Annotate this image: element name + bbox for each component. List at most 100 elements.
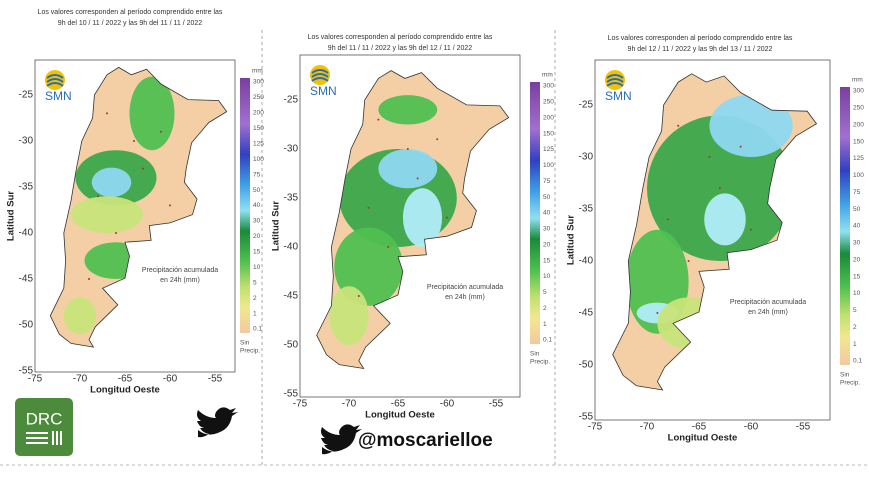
legend-label: 0.1	[253, 326, 262, 333]
station-dot	[416, 177, 419, 180]
legend-label: 20	[543, 241, 551, 248]
legend-label: 250	[543, 99, 554, 106]
lat-tick-label: -35	[19, 182, 34, 193]
legend-bar	[840, 87, 850, 365]
precip-area	[378, 95, 438, 125]
map-panel: Los valores corresponden al período comp…	[566, 35, 865, 444]
station-dot	[142, 167, 144, 170]
legend-label: 5	[853, 307, 857, 314]
precip-area	[329, 286, 369, 345]
station-dot	[367, 206, 370, 209]
legend-label: 50	[853, 206, 861, 213]
lat-tick-label: -55	[19, 366, 34, 377]
lon-tick-label: -60	[163, 374, 178, 385]
lon-tick-label: -70	[342, 399, 357, 410]
lat-tick-label: -25	[284, 95, 299, 106]
handle: @moscarielloe	[358, 430, 493, 451]
legend-label: Sin	[530, 351, 540, 358]
legend-label: 10	[543, 273, 551, 280]
legend-label: 125	[253, 140, 264, 147]
y-axis-title: Latitud Sur	[6, 191, 17, 241]
legend-label: 75	[543, 178, 551, 185]
legend-label: 75	[253, 171, 261, 178]
legend-label: 40	[853, 223, 861, 230]
legend-label: 10	[253, 264, 261, 271]
legend-label: 20	[253, 233, 261, 240]
legend-label: 250	[253, 94, 264, 101]
lat-tick-label: -35	[579, 204, 594, 215]
legend-unit: mm	[542, 72, 553, 79]
station-dot	[377, 118, 380, 121]
legend-label: 20	[853, 256, 861, 263]
lat-tick-label: -45	[19, 274, 34, 285]
precip-area	[129, 76, 175, 151]
logo-text: SMN	[605, 89, 632, 103]
legend-label: Precip.	[530, 359, 550, 366]
station-dot	[739, 145, 742, 148]
lon-tick-label: -65	[118, 374, 133, 385]
lon-tick-label: -60	[440, 399, 455, 410]
lat-tick-label: -40	[579, 256, 594, 267]
precip-area	[402, 188, 443, 248]
precip-area	[71, 196, 143, 234]
header-line: 9h del 12 / 11 / 2022 y las 9h del 13 / …	[628, 46, 773, 53]
legend-label: 30	[543, 226, 551, 233]
x-axis-title: Longitud Oeste	[90, 385, 160, 396]
legend-label: 2	[543, 305, 547, 312]
station-dot	[357, 295, 360, 297]
legend-label: Sin	[240, 340, 250, 347]
y-axis-title: Latitud Sur	[271, 201, 282, 251]
legend-label: 10	[853, 290, 861, 297]
legend-label: 200	[853, 121, 864, 128]
header-line: 9h del 10 / 11 / 2022 y las 9h del 11 / …	[58, 20, 202, 27]
legend-label: Precip.	[840, 380, 860, 387]
legend-label: 30	[853, 240, 861, 247]
lat-tick-label: -25	[19, 90, 34, 101]
legend-label: 15	[543, 257, 551, 264]
station-dot	[169, 204, 171, 207]
badge-lines	[26, 431, 62, 445]
twitter-icon	[321, 424, 362, 455]
station-dot	[666, 218, 669, 221]
country-border	[612, 73, 818, 391]
map-panel: Los valores corresponden al período comp…	[271, 34, 555, 421]
legend-label: 125	[543, 146, 554, 153]
precip-area	[63, 297, 97, 335]
logo-text: SMN	[45, 89, 72, 103]
country-border	[49, 66, 228, 348]
twitter-icon	[197, 407, 238, 438]
legend-label: 1	[543, 321, 547, 328]
lat-tick-label: -40	[19, 228, 34, 239]
station-dot	[387, 246, 390, 248]
legend-label: 200	[543, 114, 554, 121]
lat-tick-label: -50	[284, 340, 299, 351]
logo-waves	[46, 74, 64, 87]
lon-tick-label: -55	[208, 374, 223, 385]
annotation: Precipitación acumulada	[427, 284, 503, 291]
precip-areas	[329, 95, 457, 345]
y-axis-title: Latitud Sur	[566, 215, 577, 265]
lat-tick-label: -25	[579, 100, 594, 111]
legend-label: Precip.	[240, 348, 260, 355]
lat-tick-label: -45	[579, 308, 594, 319]
legend-label: 125	[853, 155, 864, 162]
station-dot	[160, 130, 162, 133]
lon-tick-label: -55	[796, 422, 811, 433]
lat-tick-label: -30	[284, 144, 299, 155]
legend-bar	[240, 78, 250, 333]
legend-label: 5	[543, 289, 547, 296]
station-dot	[88, 278, 90, 280]
legend-unit: mm	[252, 68, 263, 75]
precip-area	[378, 149, 438, 189]
lon-tick-label: -75	[588, 422, 603, 433]
lat-tick-label: -50	[579, 360, 594, 371]
station-dot	[687, 260, 690, 262]
header-line: Los valores corresponden al período comp…	[308, 34, 493, 41]
lon-tick-label: -70	[640, 422, 655, 433]
legend-label: 300	[853, 88, 864, 95]
logo-waves	[606, 74, 624, 87]
legend-label: 5	[253, 279, 257, 286]
annotation: en 24h (mm)	[160, 277, 200, 284]
x-axis-title: Longitud Oeste	[365, 410, 435, 421]
